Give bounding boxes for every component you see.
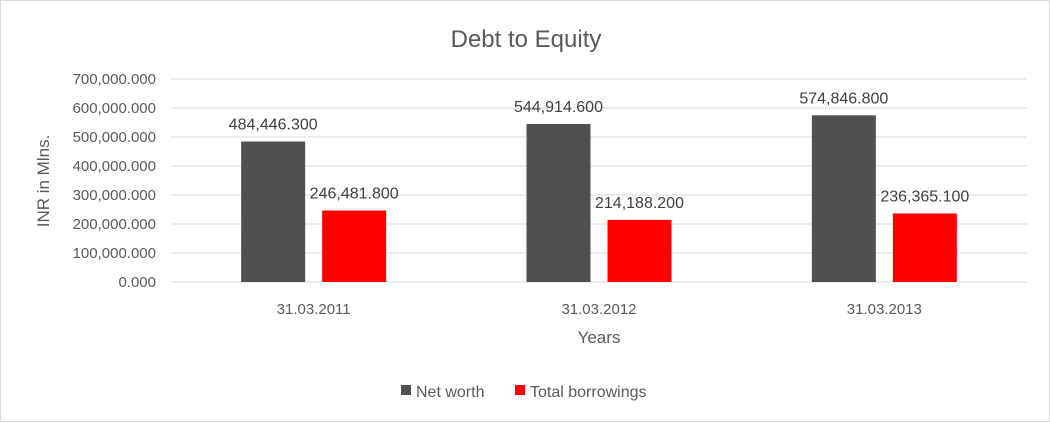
y-tick-label: 100,000.000 [73, 245, 156, 262]
data-label: 574,846.800 [799, 90, 888, 107]
x-axis-title: Years [578, 328, 621, 347]
x-tick-label: 31.03.2012 [561, 301, 636, 318]
chart-title: Debt to Equity [451, 26, 602, 53]
data-label: 484,446.300 [229, 117, 318, 134]
bar-net-worth [241, 141, 306, 282]
data-label: 544,914.600 [514, 99, 603, 116]
y-axis-tick-labels: 0.000 100,000.000 200,000.000 300,000.000 40… [73, 71, 156, 291]
legend-swatch [401, 385, 411, 395]
data-label: 246,481.800 [310, 186, 399, 203]
gridlines [171, 78, 1027, 283]
y-tick-label: 200,000.000 [73, 216, 156, 233]
bar-total-borrowings [892, 213, 957, 282]
data-label: 214,188.200 [595, 195, 684, 212]
y-tick-label: 400,000.000 [73, 158, 156, 175]
data-labels: 484,446.300 246,481.800 544,914.600 214,188… [229, 90, 970, 212]
legend-label: Net worth [416, 384, 484, 401]
legend: Net worth Total borrowings [401, 384, 647, 401]
bar-total-borrowings [322, 210, 387, 282]
bars [241, 115, 957, 283]
y-tick-label: 0.000 [118, 274, 156, 291]
y-tick-label: 500,000.000 [73, 129, 156, 146]
y-tick-label: 300,000.000 [73, 187, 156, 204]
y-tick-label: 700,000.000 [73, 71, 156, 88]
legend-swatch [515, 385, 525, 395]
bar-net-worth [526, 123, 591, 283]
data-label: 236,365.100 [880, 188, 969, 205]
x-axis-tick-labels: 31.03.2011 31.03.2012 31.03.2013 [277, 301, 922, 318]
x-tick-label: 31.03.2011 [277, 301, 351, 318]
bar-total-borrowings [607, 219, 672, 282]
legend-label: Total borrowings [530, 384, 647, 401]
y-axis-title: INR in Mlns. [34, 135, 53, 228]
y-tick-label: 600,000.000 [73, 100, 156, 117]
bar-net-worth [811, 115, 876, 282]
x-tick-label: 31.03.2013 [847, 301, 922, 318]
